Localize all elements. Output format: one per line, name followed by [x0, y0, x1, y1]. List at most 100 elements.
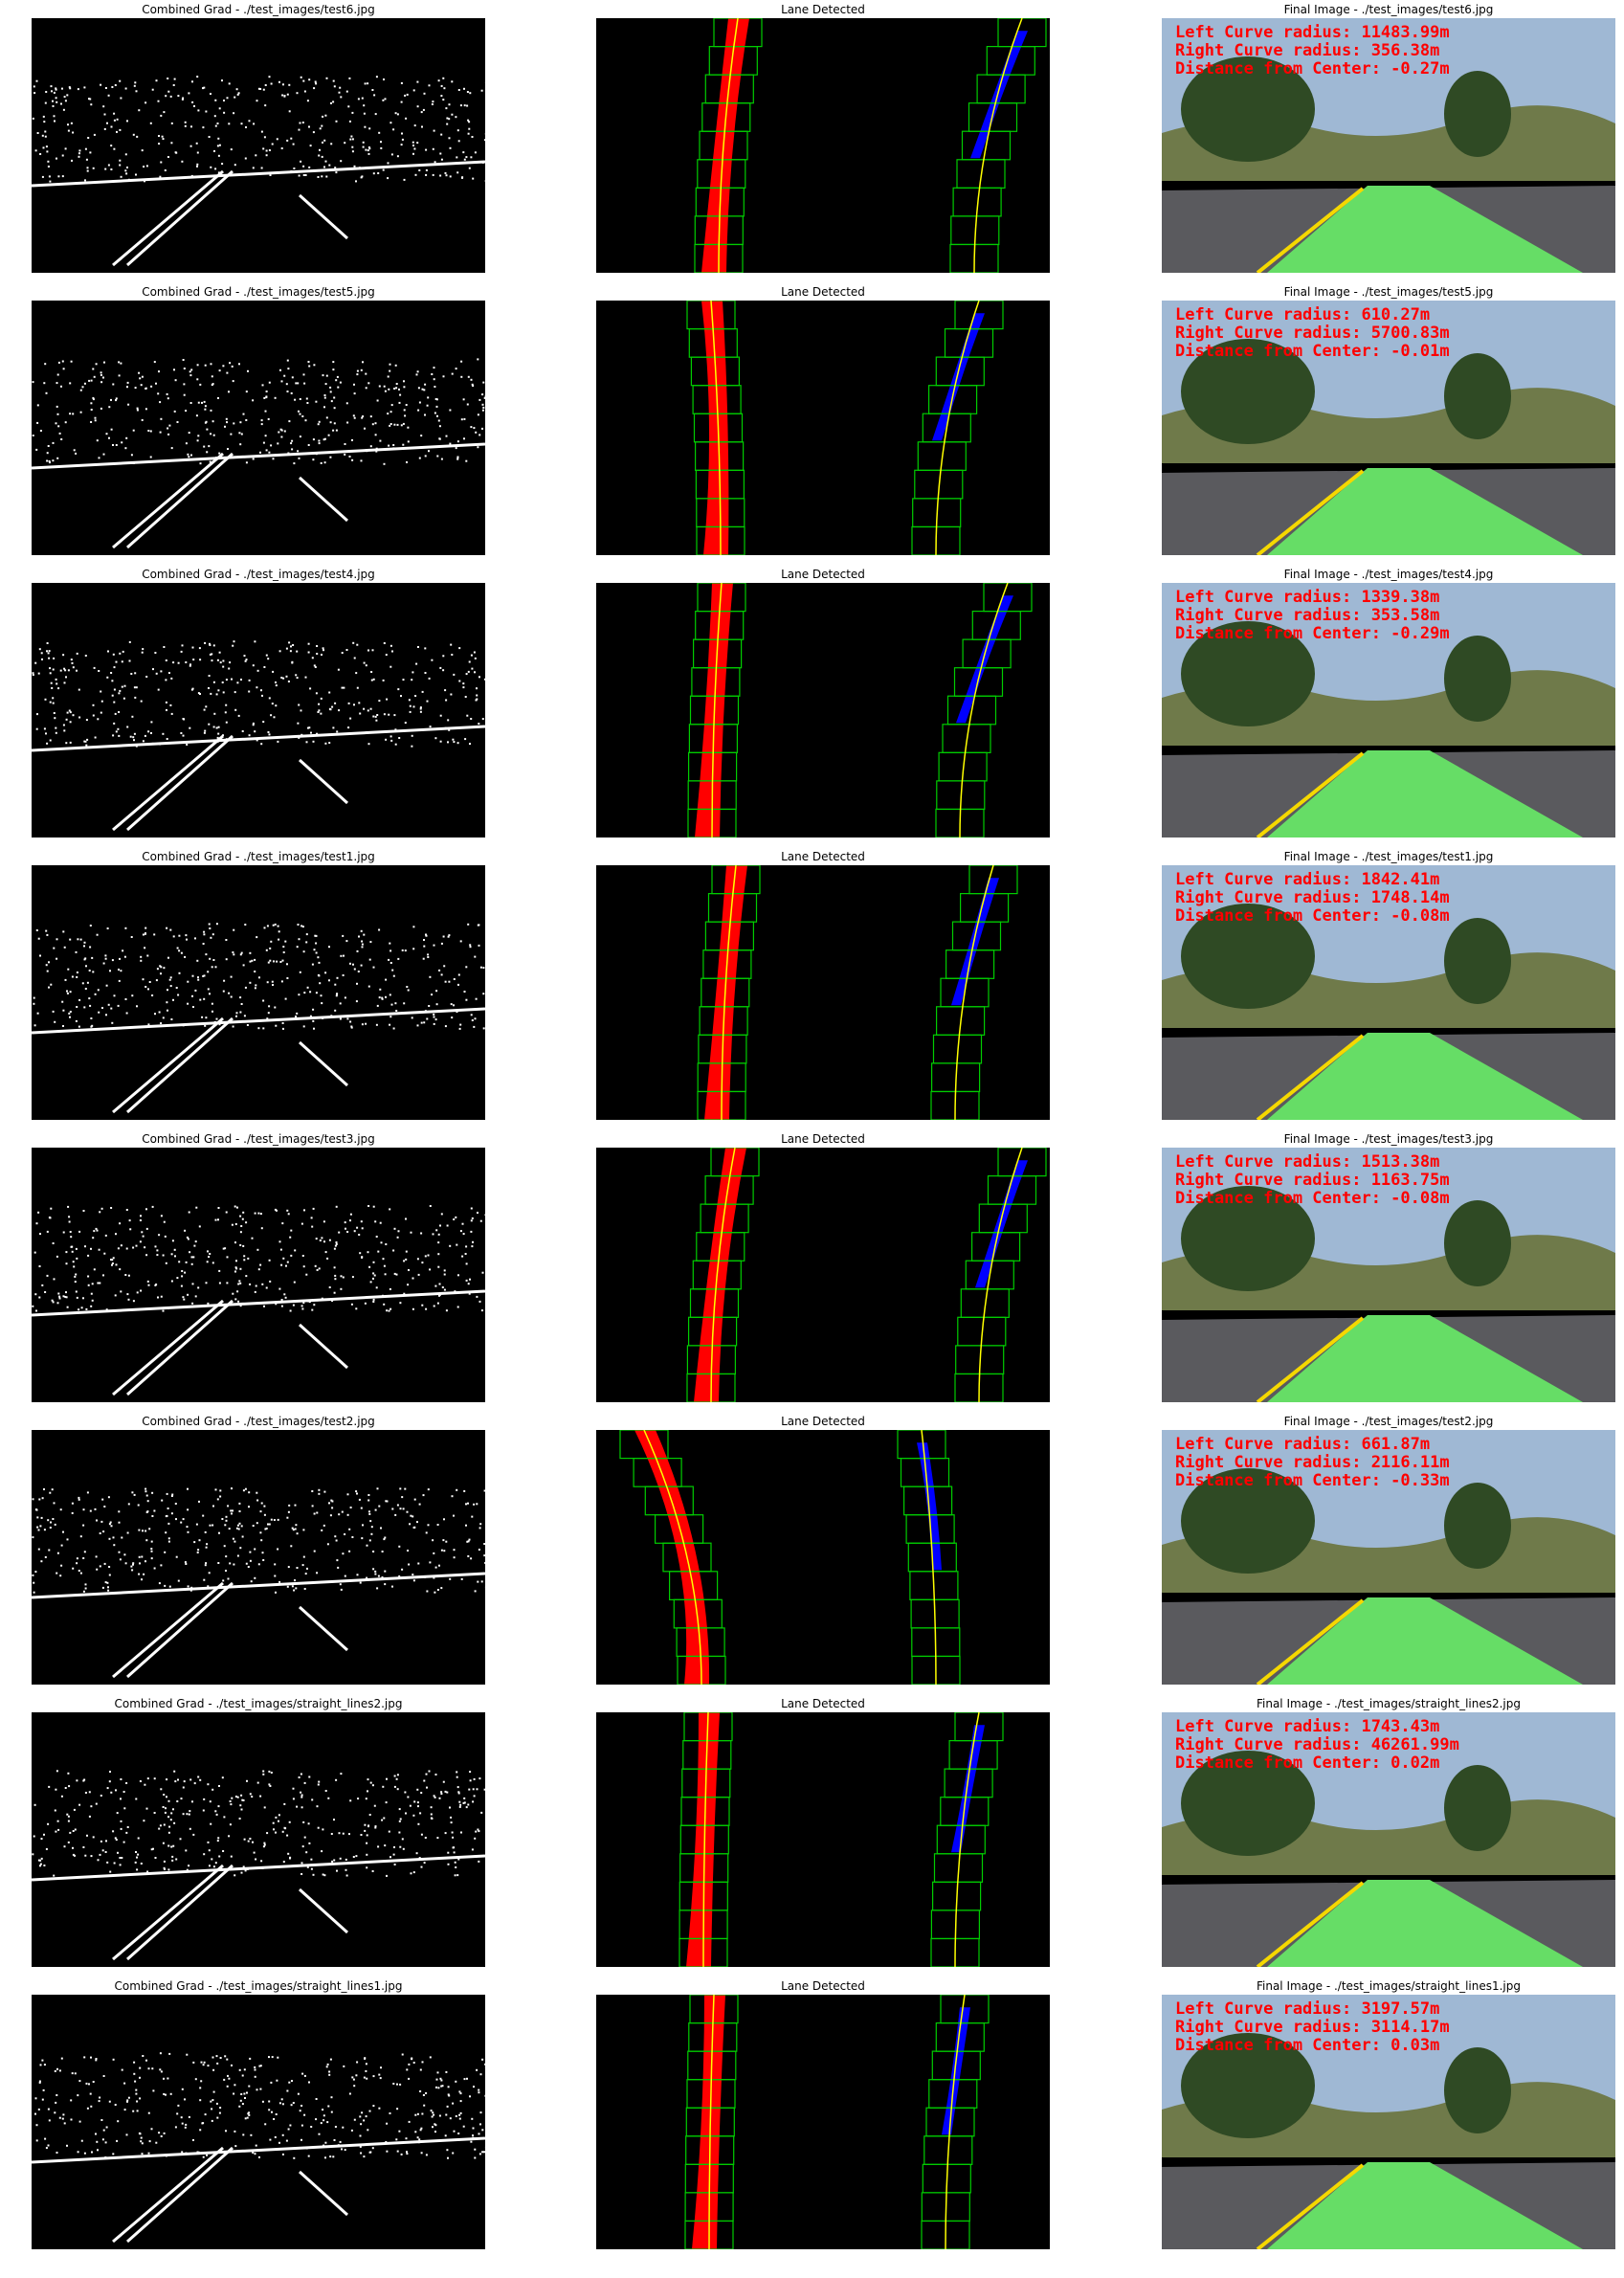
final-image-image: Left Curve radius: 1513.38m Right Curve r…: [1162, 1148, 1615, 1402]
distance-text: Distance from Center: -0.29m: [1175, 624, 1450, 643]
combined-grad-image: [32, 1712, 485, 1967]
trees: [1181, 1751, 1511, 1856]
final-image-image: Left Curve radius: 1339.38m Right Curve r…: [1162, 583, 1615, 838]
lane-detected-panel: Lane Detected: [596, 1414, 1050, 1686]
left-fit-line: [721, 865, 737, 1120]
distance-text: Distance from Center: -0.01m: [1175, 342, 1450, 361]
final-image-panel: Final Image - ./test_images/straight_lin…: [1162, 1696, 1615, 1969]
left-fit-line: [711, 583, 723, 838]
lane-area-overlay: [1267, 1597, 1583, 1685]
right-radius-text: Right Curve radius: 3114.17m: [1175, 2018, 1450, 2037]
sliding-windows: [684, 1995, 990, 2249]
lane-detected-image: [596, 865, 1050, 1120]
lane-detected-sliding-window-image: [686, 301, 1004, 555]
lane-detected-image: [596, 1712, 1050, 1967]
combined-grad-title: Combined Grad - ./test_images/straight_l…: [114, 1979, 403, 1993]
sliding-windows: [686, 1148, 1047, 1402]
combined-grad-binary-image: [32, 1487, 485, 1679]
lane-detected-sliding-window-image: [619, 1430, 961, 1685]
curvature-overlay: Left Curve radius: 11483.99m Right Curve …: [1175, 24, 1450, 78]
lane-detected-panel: Lane Detected: [596, 1978, 1050, 2251]
combined-grad-image: [32, 1995, 485, 2249]
left-radius-text: Left Curve radius: 1743.43m: [1175, 1717, 1440, 1736]
combined-grad-title: Combined Grad - ./test_images/test3.jpg: [142, 1132, 375, 1146]
right-fit-line: [978, 1148, 1023, 1402]
combined-grad-panel: Combined Grad - ./test_images/test2.jpg: [32, 1414, 485, 1686]
combined-grad-title: Combined Grad - ./test_images/test6.jpg: [142, 3, 375, 16]
left-fit-line: [710, 301, 722, 555]
right-lane-pixels: [970, 31, 1028, 159]
left-lane-pixels: [701, 18, 749, 273]
left-radius-text: Left Curve radius: 3197.57m: [1175, 1999, 1440, 2019]
lane-detected-title: Lane Detected: [781, 850, 865, 863]
combined-grad-image: [32, 865, 485, 1120]
lane-detected-title: Lane Detected: [781, 1697, 865, 1710]
lane-detected-sliding-window-image: [686, 1148, 1047, 1402]
curvature-overlay: Left Curve radius: 1743.43m Right Curve r…: [1175, 1718, 1459, 1773]
left-lane-marking: [1256, 469, 1365, 555]
lane-detected-sliding-window-image: [687, 583, 1033, 838]
right-lane-pixels: [951, 1725, 985, 1853]
curvature-overlay: Left Curve radius: 1339.38m Right Curve r…: [1175, 589, 1450, 643]
distance-text: Distance from Center: -0.08m: [1175, 906, 1450, 926]
combined-grad-title: Combined Grad - ./test_images/test4.jpg: [142, 568, 375, 581]
combined-grad-panel: Combined Grad - ./test_images/test4.jpg: [32, 567, 485, 839]
distance-text: Distance from Center: -0.27m: [1175, 59, 1450, 78]
combined-grad-panel: Combined Grad - ./test_images/straight_l…: [32, 1696, 485, 1969]
distance-text: Distance from Center: 0.03m: [1175, 2036, 1440, 2055]
right-fit-line: [954, 865, 994, 1120]
combined-grad-image: [32, 1148, 485, 1402]
lane-detected-image: [596, 1995, 1050, 2249]
lane-detected-panel: Lane Detected: [596, 849, 1050, 1122]
trees: [1181, 1468, 1511, 1574]
combined-grad-title: Combined Grad - ./test_images/straight_l…: [114, 1697, 403, 1710]
curvature-overlay: Left Curve radius: 1513.38m Right Curve r…: [1175, 1153, 1450, 1208]
left-lane-marking: [1256, 2163, 1365, 2249]
left-fit-line: [710, 1148, 736, 1402]
right-fit-line: [935, 301, 980, 555]
final-image-panel: Final Image - ./test_images/test5.jpg Lef…: [1162, 284, 1615, 557]
lane-detected-title: Lane Detected: [781, 285, 865, 299]
final-road-image: [1162, 1430, 1615, 1685]
left-radius-text: Left Curve radius: 1339.38m: [1175, 588, 1440, 607]
combined-grad-image: [32, 301, 485, 555]
lane-detected-image: [596, 301, 1050, 555]
right-fit-line: [954, 1712, 980, 1967]
trees: [1181, 2033, 1511, 2138]
distance-text: Distance from Center: 0.02m: [1175, 1753, 1440, 1773]
final-road-image: [1162, 18, 1615, 273]
combined-grad-panel: Combined Grad - ./test_images/test6.jpg: [32, 2, 485, 275]
left-fit-line: [643, 1430, 702, 1685]
combined-grad-binary-image: [32, 2052, 485, 2244]
combined-grad-binary-image: [32, 1770, 485, 1961]
left-lane-pixels: [701, 301, 729, 555]
combined-grad-panel: Combined Grad - ./test_images/test5.jpg: [32, 284, 485, 557]
combined-grad-binary-image: [32, 923, 485, 1114]
right-radius-text: Right Curve radius: 1748.14m: [1175, 888, 1450, 907]
left-lane-pixels: [694, 1148, 746, 1402]
right-radius-text: Right Curve radius: 5700.83m: [1175, 324, 1450, 343]
right-fit-line: [945, 1995, 966, 2249]
final-image-panel: Final Image - ./test_images/test2.jpg Lef…: [1162, 1414, 1615, 1686]
final-image-title: Final Image - ./test_images/straight_lin…: [1256, 1979, 1522, 1993]
left-lane-marking: [1256, 1034, 1365, 1120]
left-fit-line: [702, 1712, 709, 1967]
left-radius-text: Left Curve radius: 11483.99m: [1175, 23, 1450, 42]
left-lane-marking: [1256, 1598, 1365, 1685]
sliding-windows: [687, 583, 1033, 838]
right-lane-pixels: [975, 1160, 1028, 1288]
combined-grad-binary-image: [32, 1205, 485, 1396]
left-radius-text: Left Curve radius: 661.87m: [1175, 1435, 1431, 1454]
left-radius-text: Left Curve radius: 1842.41m: [1175, 870, 1440, 889]
lane-detected-panel: Lane Detected: [596, 2, 1050, 275]
lane-detected-sliding-window-image: [694, 18, 1047, 273]
final-image-title: Final Image - ./test_images/test3.jpg: [1283, 1132, 1494, 1146]
lane-detected-image: [596, 1148, 1050, 1402]
lane-detected-image: [596, 18, 1050, 273]
left-fit-line: [718, 18, 739, 273]
combined-grad-title: Combined Grad - ./test_images/test1.jpg: [142, 850, 375, 863]
left-radius-text: Left Curve radius: 610.27m: [1175, 305, 1431, 324]
lane-area-overlay: [1267, 2162, 1583, 2249]
lane-area-overlay: [1267, 1880, 1583, 1967]
final-image-image: Left Curve radius: 11483.99m Right Curve …: [1162, 18, 1615, 273]
